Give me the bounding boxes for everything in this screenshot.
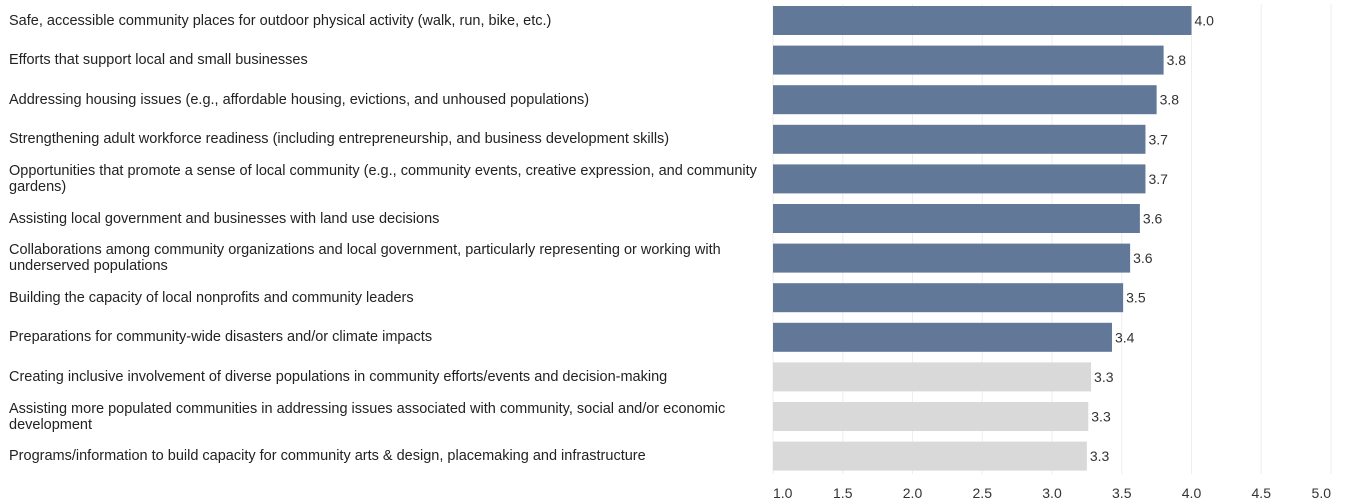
category-label: Collaborations among community organizat… bbox=[9, 242, 774, 275]
bar bbox=[773, 124, 1146, 154]
category-label: Strengthening adult workforce readiness … bbox=[9, 123, 774, 156]
x-tick-label: 4.5 bbox=[1252, 485, 1272, 501]
category-label: Preparations for community-wide disaster… bbox=[9, 321, 774, 354]
bar bbox=[773, 283, 1124, 313]
x-tick-label: 3.0 bbox=[1042, 485, 1062, 501]
category-label-text: Creating inclusive involvement of divers… bbox=[9, 368, 668, 385]
x-tick-label: 3.5 bbox=[1112, 485, 1132, 501]
category-label-text: Collaborations among community organizat… bbox=[9, 242, 721, 275]
value-label: 3.3 bbox=[1090, 448, 1110, 464]
bar bbox=[773, 441, 1087, 471]
category-label-text: Opportunities that promote a sense of lo… bbox=[9, 162, 757, 195]
x-tick-label: 5.0 bbox=[1312, 485, 1332, 501]
category-label: Efforts that support local and small bus… bbox=[9, 44, 774, 77]
value-label: 3.5 bbox=[1126, 290, 1146, 306]
category-label-text: Addressing housing issues (e.g., afforda… bbox=[9, 91, 590, 108]
value-label: 3.8 bbox=[1160, 92, 1180, 108]
value-label: 3.8 bbox=[1167, 52, 1187, 68]
value-label: 3.6 bbox=[1143, 211, 1163, 227]
category-label-text: Assisting local government and businesse… bbox=[9, 210, 440, 227]
category-label-text: Efforts that support local and small bus… bbox=[9, 52, 308, 69]
category-label: Addressing housing issues (e.g., afforda… bbox=[9, 83, 774, 116]
category-label: Opportunities that promote a sense of lo… bbox=[9, 162, 774, 195]
value-label: 3.3 bbox=[1091, 409, 1111, 425]
bar bbox=[773, 362, 1092, 392]
category-label-text: Preparations for community-wide disaster… bbox=[9, 329, 433, 346]
x-tick-label: 1.0 bbox=[773, 485, 793, 501]
category-label-text: Programs/information to build capacity f… bbox=[9, 448, 646, 465]
value-label: 3.7 bbox=[1148, 171, 1168, 187]
category-label-text: Building the capacity of local nonprofit… bbox=[9, 289, 414, 306]
category-label-text: Safe, accessible community places for ou… bbox=[9, 12, 552, 29]
category-label-text: Strengthening adult workforce readiness … bbox=[9, 131, 670, 148]
value-label: 3.6 bbox=[1133, 250, 1153, 266]
x-tick-label: 1.5 bbox=[833, 485, 853, 501]
category-label-text: Assisting more populated communities in … bbox=[9, 400, 726, 433]
category-label: Building the capacity of local nonprofit… bbox=[9, 281, 774, 314]
x-tick-label: 2.5 bbox=[973, 485, 993, 501]
bar bbox=[773, 6, 1192, 35]
bar bbox=[773, 45, 1164, 75]
category-label: Safe, accessible community places for ou… bbox=[9, 4, 774, 37]
value-label: 3.3 bbox=[1094, 369, 1114, 385]
x-tick-label: 2.0 bbox=[903, 485, 923, 501]
category-label: Creating inclusive involvement of divers… bbox=[9, 360, 774, 393]
bar bbox=[773, 164, 1146, 194]
bar bbox=[773, 204, 1140, 233]
bar bbox=[773, 243, 1131, 273]
bar bbox=[773, 402, 1089, 431]
bar bbox=[773, 85, 1157, 115]
category-label: Assisting local government and businesse… bbox=[9, 202, 774, 235]
category-label: Assisting more populated communities in … bbox=[9, 400, 774, 433]
value-label: 3.7 bbox=[1148, 131, 1168, 147]
value-label: 4.0 bbox=[1195, 13, 1215, 29]
category-label: Programs/information to build capacity f… bbox=[9, 440, 774, 473]
x-tick-label: 4.0 bbox=[1182, 485, 1202, 501]
bar bbox=[773, 322, 1112, 352]
value-label: 3.4 bbox=[1115, 329, 1135, 345]
